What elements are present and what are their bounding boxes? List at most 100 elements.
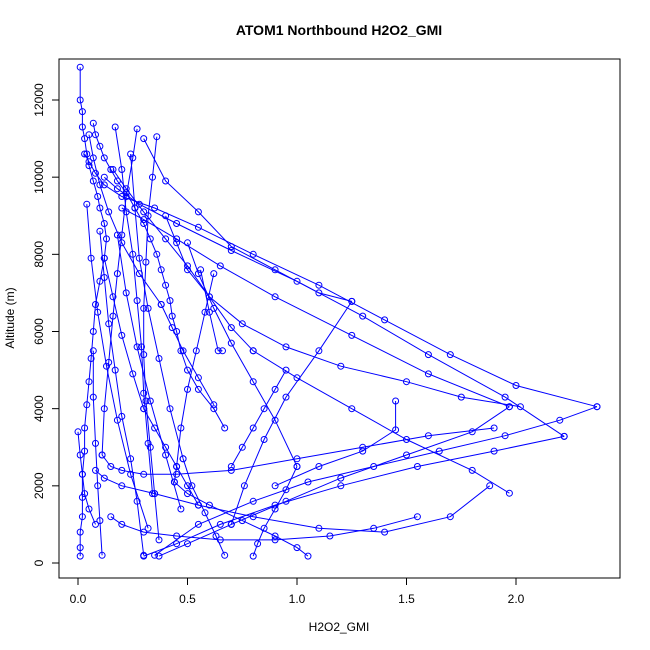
profile-line bbox=[95, 470, 491, 533]
data-point bbox=[413, 463, 421, 470]
data-point bbox=[100, 173, 108, 181]
data-point bbox=[210, 405, 218, 413]
x-axis-label: H2O2_GMI bbox=[309, 620, 370, 634]
data-point bbox=[214, 347, 222, 355]
profile-line bbox=[121, 207, 510, 408]
data-point bbox=[205, 501, 213, 509]
data-point bbox=[142, 258, 150, 266]
data-point bbox=[149, 173, 156, 181]
data-point bbox=[381, 528, 389, 536]
data-point bbox=[282, 366, 290, 374]
data-point bbox=[100, 254, 108, 262]
series-layer bbox=[74, 63, 601, 560]
data-point bbox=[131, 204, 139, 212]
data-point bbox=[78, 108, 86, 116]
profile-line bbox=[101, 427, 495, 475]
profile-series bbox=[96, 227, 148, 559]
data-point bbox=[188, 482, 196, 490]
data-point bbox=[424, 351, 432, 359]
data-point bbox=[78, 123, 86, 131]
data-point bbox=[194, 520, 202, 528]
data-point bbox=[81, 447, 89, 455]
data-point bbox=[249, 424, 257, 432]
data-point bbox=[127, 470, 135, 478]
data-point bbox=[205, 308, 213, 316]
data-point bbox=[293, 455, 301, 463]
data-point bbox=[227, 324, 235, 332]
profile-series bbox=[89, 119, 229, 432]
data-point bbox=[113, 185, 121, 193]
data-point bbox=[271, 416, 279, 424]
data-point bbox=[271, 532, 279, 540]
data-point bbox=[501, 432, 509, 440]
data-point bbox=[92, 439, 99, 447]
data-point bbox=[140, 135, 148, 143]
data-point bbox=[282, 486, 290, 494]
profile-line bbox=[112, 169, 254, 352]
profile-line bbox=[230, 369, 287, 467]
data-point bbox=[98, 551, 106, 559]
data-point bbox=[197, 266, 205, 274]
profile-series bbox=[89, 347, 106, 559]
data-point bbox=[201, 308, 209, 316]
data-point bbox=[184, 366, 191, 374]
y-tick-label: 10000 bbox=[32, 160, 46, 194]
data-point bbox=[103, 362, 110, 370]
data-point bbox=[194, 223, 202, 231]
data-point bbox=[282, 497, 290, 505]
profile-series bbox=[197, 266, 226, 355]
data-point bbox=[177, 505, 185, 513]
data-point bbox=[127, 150, 135, 158]
data-point bbox=[107, 513, 115, 521]
data-point bbox=[122, 193, 130, 200]
data-point bbox=[249, 552, 257, 560]
data-point bbox=[162, 281, 170, 289]
data-point bbox=[85, 378, 93, 386]
data-point bbox=[78, 470, 86, 478]
data-point bbox=[118, 466, 126, 474]
data-point bbox=[238, 320, 246, 328]
data-point bbox=[249, 347, 257, 355]
profile-series bbox=[249, 463, 301, 560]
data-point bbox=[81, 490, 89, 498]
data-point bbox=[403, 451, 410, 459]
data-point bbox=[293, 463, 301, 470]
data-point bbox=[315, 347, 323, 355]
data-point bbox=[173, 470, 181, 478]
data-point bbox=[177, 347, 185, 355]
data-point bbox=[140, 389, 148, 397]
data-point bbox=[92, 466, 99, 474]
data-point bbox=[179, 455, 187, 463]
profile-series bbox=[107, 513, 421, 544]
profile-series bbox=[83, 200, 152, 532]
data-point bbox=[83, 200, 91, 208]
data-point bbox=[109, 166, 117, 173]
data-point bbox=[194, 208, 202, 216]
profile-series bbox=[98, 424, 498, 478]
data-point bbox=[227, 339, 235, 347]
data-point bbox=[392, 397, 400, 405]
data-point bbox=[140, 551, 148, 559]
data-point bbox=[118, 520, 126, 528]
y-tick-label: 12000 bbox=[32, 83, 46, 117]
data-point bbox=[85, 505, 93, 513]
x-tick-label: 2.0 bbox=[508, 592, 525, 606]
data-point bbox=[76, 96, 84, 104]
data-point bbox=[74, 428, 82, 436]
y-tick-label: 0 bbox=[32, 559, 46, 566]
data-point bbox=[162, 451, 170, 459]
data-point bbox=[424, 432, 432, 440]
data-point bbox=[249, 250, 257, 258]
data-point bbox=[89, 119, 97, 127]
y-tick-label: 6000 bbox=[32, 318, 46, 345]
data-point bbox=[556, 416, 564, 424]
data-point bbox=[100, 181, 108, 189]
profile-line bbox=[79, 67, 108, 557]
data-point bbox=[111, 366, 119, 374]
profile-line bbox=[86, 204, 149, 529]
data-point bbox=[100, 274, 108, 281]
data-point bbox=[221, 424, 229, 432]
data-point bbox=[144, 439, 152, 447]
